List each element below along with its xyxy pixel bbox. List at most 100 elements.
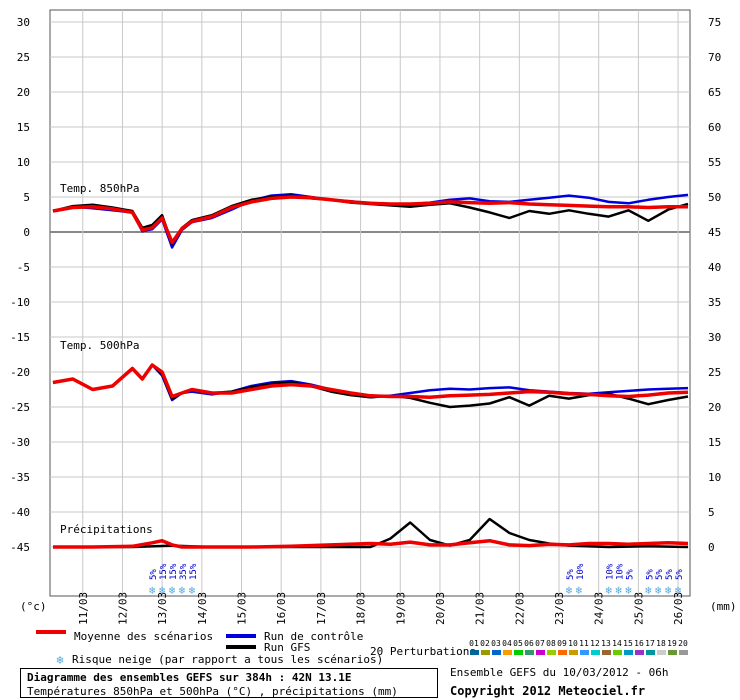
snowflake-icon: ❄: [189, 584, 196, 597]
left-tick-label: 20: [17, 86, 30, 99]
snow-risk-pct: 15%: [189, 563, 199, 580]
perturbation-code: 10: [568, 639, 578, 648]
perturbation-swatch: [514, 650, 523, 655]
perturbation-swatch: [679, 650, 688, 655]
run-info: Ensemble GEFS du 10/03/2012 - 06h: [450, 666, 669, 679]
snowflake-icon: ❄: [566, 584, 573, 597]
perturbation-code: 19: [667, 639, 677, 648]
perturbation-swatch: [525, 650, 534, 655]
right-tick-label: 20: [708, 401, 721, 414]
panel-label-precip: Précipitations: [60, 523, 153, 536]
legend-label-snow: Risque neige (par rapport a tous les scé…: [72, 653, 383, 666]
x-tick-label: 14/03: [196, 592, 209, 625]
snowflake-icon: ❄: [615, 584, 622, 597]
left-tick-label: 25: [17, 51, 30, 64]
right-tick-label: 10: [708, 471, 721, 484]
left-unit-label: (°c): [20, 600, 47, 613]
snow-risk-pct: 5%: [149, 569, 159, 580]
x-tick-label: 20/03: [434, 592, 447, 625]
perturbation-code: 15: [623, 639, 633, 648]
perturbation-swatch: [470, 650, 479, 655]
perturbation-code: 09: [557, 639, 567, 648]
left-tick-label: -5: [17, 261, 30, 274]
x-tick-label: 24/03: [593, 592, 606, 625]
snowflake-icon: ❄: [56, 653, 63, 667]
snow-risk-pct: 15%: [169, 563, 179, 580]
series-line-precip: [53, 538, 689, 549]
chart-title-box: Diagramme des ensembles GEFS sur 384h : …: [20, 668, 438, 698]
snowflake-icon: ❄: [675, 584, 682, 597]
perturbation-code: 01: [469, 639, 479, 648]
snowflake-icon: ❄: [655, 584, 662, 597]
snowflake-icon: ❄: [605, 584, 612, 597]
perturbation-swatch: [657, 650, 666, 655]
x-tick-label: 19/03: [394, 592, 407, 625]
left-tick-label: 30: [17, 16, 30, 29]
panel-label-t500: Temp. 500hPa: [60, 339, 139, 352]
legend-label-mean: Moyenne des scénarios: [74, 630, 213, 643]
chart-subtitle: Températures 850hPa et 500hPa (°C) , pré…: [27, 685, 398, 698]
snowflake-icon: ❄: [179, 584, 186, 597]
perturbation-code: 04: [502, 639, 512, 648]
perturbation-code: 05: [513, 639, 523, 648]
left-tick-label: -45: [10, 541, 30, 554]
snow-risk-pct: 10%: [576, 563, 586, 580]
right-tick-label: 30: [708, 331, 721, 344]
right-tick-label: 35: [708, 296, 721, 309]
right-tick-label: 5: [708, 506, 715, 519]
snow-risk-pct: 10%: [606, 563, 616, 580]
legend-label-control: Run de contrôle: [264, 630, 363, 643]
right-tick-label: 0: [708, 541, 715, 554]
perturbation-code: 06: [524, 639, 534, 648]
perturbation-swatch: [591, 650, 600, 655]
plot-frame: [49, 9, 691, 597]
x-tick-label: 21/03: [474, 592, 487, 625]
x-tick-label: 23/03: [553, 592, 566, 625]
x-tick-label: 25/03: [632, 592, 645, 625]
perturbation-code: 17: [645, 639, 655, 648]
left-tick-label: -10: [10, 296, 30, 309]
right-tick-label: 25: [708, 366, 721, 379]
right-tick-label: 65: [708, 86, 721, 99]
series-line-t850: [52, 195, 688, 245]
perturbation-code: 11: [579, 639, 589, 648]
left-tick-label: 10: [17, 156, 30, 169]
perturbation-swatch: [558, 650, 567, 655]
left-tick-label: 0: [23, 226, 30, 239]
right-tick-label: 55: [708, 156, 721, 169]
snowflake-icon: ❄: [645, 584, 652, 597]
perturbation-code: 12: [590, 639, 600, 648]
legend-label-gfs: Run GFS: [264, 641, 310, 654]
x-tick-label: 16/03: [275, 592, 288, 625]
legend-label-perturbations: 20 Perturbations: [370, 645, 476, 658]
snowflake-icon: ❄: [665, 584, 672, 597]
panel-label-t850: Temp. 850hPa: [60, 182, 139, 195]
perturbation-code: 13: [601, 639, 611, 648]
x-tick-label: 17/03: [315, 592, 328, 625]
perturbation-code: 14: [612, 639, 622, 648]
copyright: Copyright 2012 Meteociel.fr: [450, 684, 646, 698]
snowflake-icon: ❄: [169, 584, 176, 597]
right-unit-label: (mm): [710, 600, 737, 613]
x-tick-label: 22/03: [513, 592, 526, 625]
snow-risk-pct: 5%: [645, 569, 655, 580]
perturbation-swatch: [547, 650, 556, 655]
perturbation-code: 07: [535, 639, 545, 648]
perturbation-swatch: [646, 650, 655, 655]
perturbation-swatch: [481, 650, 490, 655]
perturbation-code: 03: [491, 639, 501, 648]
snow-risk-pct: 5%: [665, 569, 675, 580]
snowflake-icon: ❄: [159, 584, 166, 597]
snow-risk-pct: 15%: [159, 563, 169, 580]
left-tick-label: -40: [10, 506, 30, 519]
snowflake-icon: ❄: [576, 584, 583, 597]
right-tick-label: 75: [708, 16, 721, 29]
x-tick-label: 26/03: [672, 592, 685, 625]
perturbation-swatch: [635, 650, 644, 655]
x-tick-label: 12/03: [116, 592, 129, 625]
snowflake-icon: ❄: [149, 584, 156, 597]
perturbation-code: 08: [546, 639, 556, 648]
left-tick-label: -35: [10, 471, 30, 484]
x-tick-label: 15/03: [236, 592, 249, 625]
